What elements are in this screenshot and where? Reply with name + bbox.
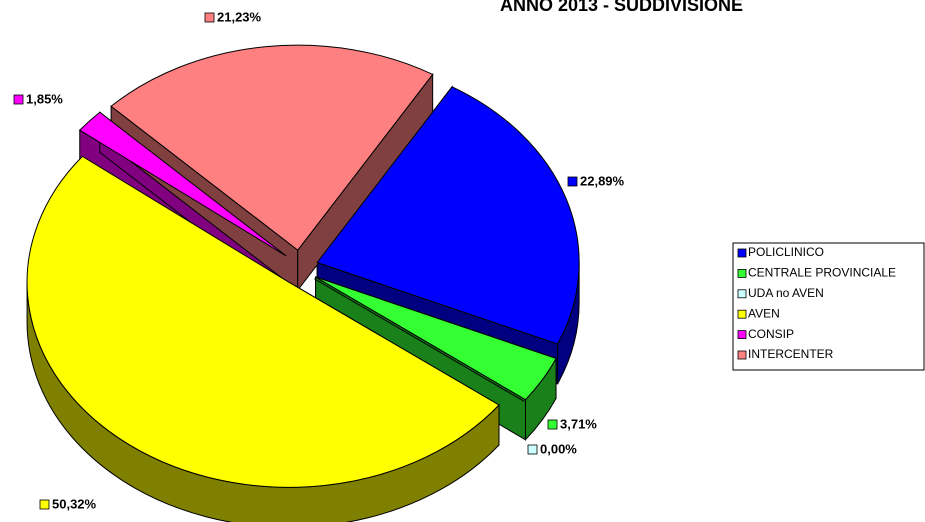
slice	[315, 276, 557, 401]
data-label: 22,89%	[580, 173, 625, 188]
label-swatch	[547, 419, 558, 430]
data-label: 21,23%	[217, 9, 262, 24]
slice	[78, 111, 287, 257]
legend-label: CONSIP	[748, 327, 794, 341]
legend-label: CENTRALE PROVINCIALE	[748, 266, 896, 280]
legend-swatch	[737, 330, 747, 340]
data-label: 3,71%	[560, 416, 597, 431]
legend-swatch	[737, 350, 747, 360]
legend-label: INTERCENTER	[748, 347, 834, 361]
label-swatch	[39, 499, 50, 510]
chart-title: ANNO 2013 - SUDDIVISIONE	[500, 0, 743, 15]
legend-label: AVEN	[748, 306, 780, 320]
label-swatch	[204, 12, 215, 23]
legend-swatch	[737, 309, 747, 319]
slice	[110, 44, 434, 251]
legend-swatch	[737, 289, 747, 299]
label-swatch	[567, 176, 578, 187]
legend-swatch	[737, 268, 747, 278]
data-label: 0,00%	[540, 441, 577, 456]
data-label: 50,32%	[52, 496, 97, 511]
slice	[316, 86, 580, 345]
label-swatch	[13, 94, 24, 105]
legend-swatch	[737, 248, 747, 258]
legend-label: UDA no AVEN	[748, 286, 824, 300]
slice	[26, 155, 500, 488]
legend-box	[732, 242, 925, 371]
label-swatch	[527, 444, 538, 455]
data-label: 1,85%	[26, 91, 63, 106]
legend-label: POLICLINICO	[748, 245, 824, 259]
